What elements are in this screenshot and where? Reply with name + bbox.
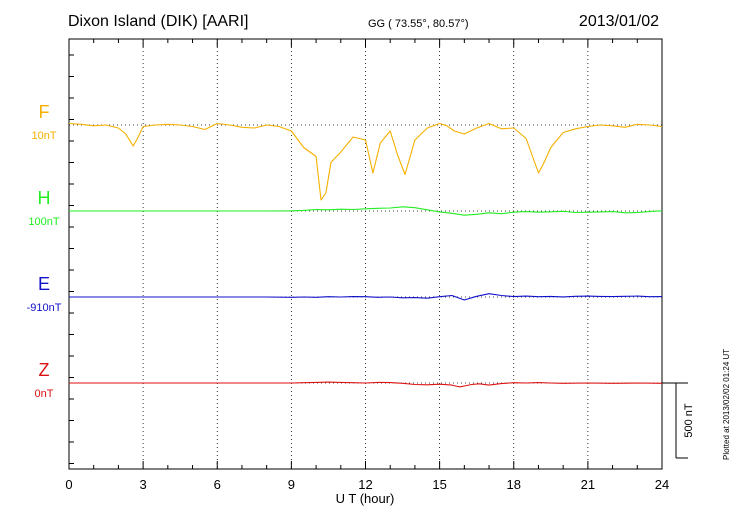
x-tick-label: 3 bbox=[140, 477, 147, 492]
x-tick-label: 12 bbox=[358, 477, 372, 492]
geographic-coordinates: GG ( 73.55°, 80.57°) bbox=[368, 18, 469, 30]
component-label-f: F bbox=[39, 102, 50, 122]
trace-f bbox=[68, 122, 663, 201]
component-scale-z: 0nT bbox=[35, 388, 54, 400]
x-tick-label: 15 bbox=[432, 477, 446, 492]
x-tick-label: 0 bbox=[65, 477, 72, 492]
trace-e bbox=[69, 293, 663, 301]
component-scale-h: 100nT bbox=[28, 216, 59, 228]
component-scale-f: 10nT bbox=[31, 130, 56, 142]
x-tick-label: 24 bbox=[655, 477, 669, 492]
x-tick-label: 18 bbox=[507, 477, 521, 492]
trace-h bbox=[69, 206, 663, 216]
component-label-e: E bbox=[38, 274, 50, 294]
station-title: Dixon Island (DIK) [AARI] bbox=[68, 13, 249, 30]
component-scale-e: -910nT bbox=[27, 302, 62, 314]
x-tick-label: 6 bbox=[214, 477, 221, 492]
x-tick-label: 9 bbox=[288, 477, 295, 492]
trace-z bbox=[69, 381, 663, 388]
date-label: 2013/01/02 bbox=[578, 13, 659, 30]
component-label-h: H bbox=[38, 188, 51, 208]
scale-bar-label: 500 nT bbox=[683, 403, 695, 438]
x-axis-label: U T (hour) bbox=[336, 491, 395, 506]
component-label-z: Z bbox=[39, 360, 50, 380]
x-tick-label: 21 bbox=[581, 477, 595, 492]
